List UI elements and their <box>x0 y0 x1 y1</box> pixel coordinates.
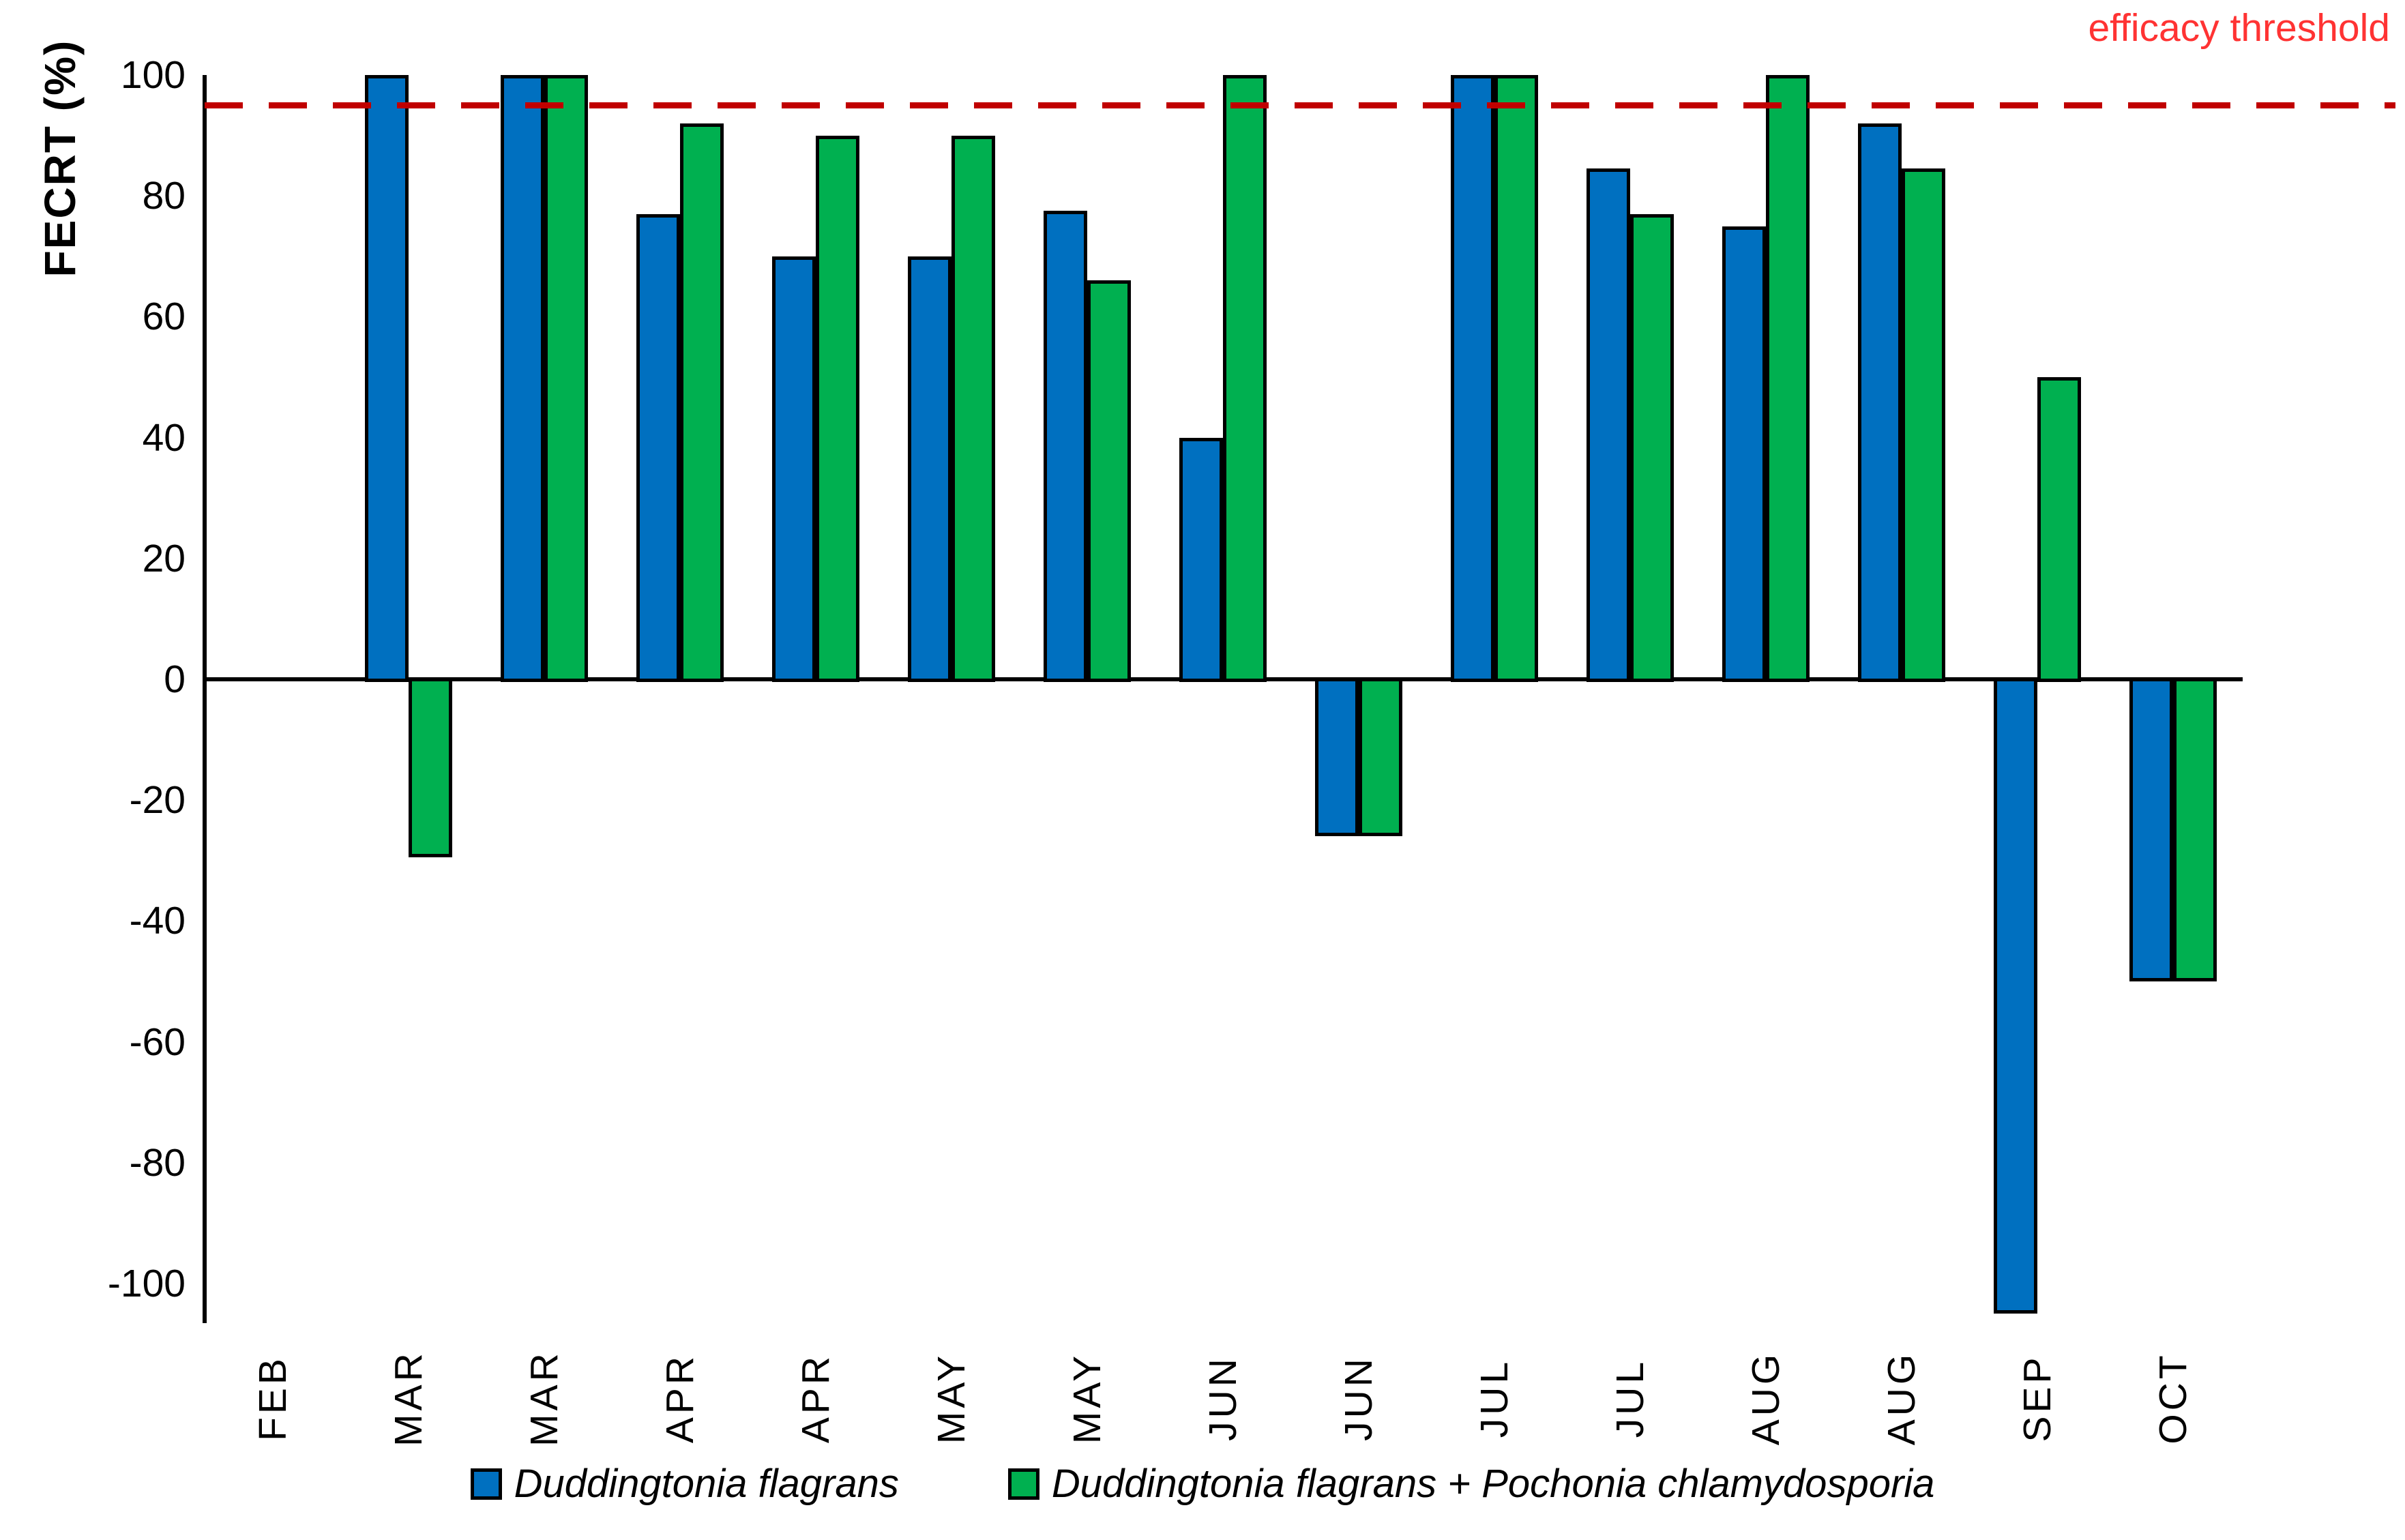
x-axis-label-jun-8: JUN <box>1200 1355 1245 1441</box>
bar-duddingtonia-flagrans-sep-14 <box>1993 678 2037 1314</box>
y-axis-line <box>203 75 207 1323</box>
bar-duddingtonia-flagrans-may-7 <box>1087 280 1131 682</box>
bar-duddingtonia-flagrans-mar-2 <box>364 75 409 682</box>
y-tick-label: -60 <box>129 1020 186 1064</box>
threshold-dashed-line <box>205 102 2395 109</box>
bar-duddingtonia-flagrans-jul-10 <box>1450 75 1494 682</box>
x-axis-label-apr-5: APR <box>793 1352 838 1444</box>
bar-duddingtonia-flagrans-may-6 <box>951 135 995 682</box>
x-axis-label-jun-9: JUN <box>1336 1355 1381 1441</box>
y-tick-label: 80 <box>142 174 186 218</box>
bar-duddingtonia-flagrans-aug-13 <box>1901 168 1945 682</box>
bar-duddingtonia-flagrans-mar-2 <box>408 678 452 858</box>
bar-duddingtonia-flagrans-jun-9 <box>1314 678 1359 837</box>
x-axis-label-apr-4: APR <box>658 1352 702 1444</box>
bar-duddingtonia-flagrans-jul-11 <box>1586 168 1630 682</box>
legend-label: Duddingtonia flagrans <box>514 1462 899 1506</box>
y-tick-label: 20 <box>142 536 186 580</box>
bar-duddingtonia-flagrans-jun-8 <box>1222 75 1267 682</box>
bar-duddingtonia-flagrans-may-7 <box>1043 211 1087 682</box>
y-tick-label: -100 <box>107 1262 186 1305</box>
x-axis-label-jul-11: JUL <box>1608 1358 1652 1438</box>
y-tick-label: 0 <box>164 657 186 701</box>
legend-color-swatch-green <box>1007 1468 1039 1500</box>
bar-duddingtonia-flagrans-jul-11 <box>1629 213 1674 682</box>
x-axis-label-mar-2: MAR <box>386 1350 430 1447</box>
y-tick-label: 40 <box>142 415 186 460</box>
bar-duddingtonia-flagrans-mar-3 <box>544 75 588 682</box>
legend-entry-duddingtonia-flagrans: Duddingtonia flagrans <box>470 1461 899 1507</box>
x-axis-label-jul-10: JUL <box>1472 1358 1516 1438</box>
bar-duddingtonia-flagrans-apr-5 <box>815 135 859 682</box>
bar-duddingtonia-flagrans-apr-5 <box>771 256 816 682</box>
bar-duddingtonia-flagrans-oct-15 <box>2172 678 2217 981</box>
x-axis-label-feb-1: FEB <box>250 1355 295 1441</box>
legend: Duddingtonia flagrans Duddingtonia flagr… <box>0 1461 2405 1507</box>
x-axis-label-may-6: MAY <box>929 1352 973 1445</box>
y-tick-label: 100 <box>120 53 186 97</box>
bar-duddingtonia-flagrans-apr-4 <box>679 123 724 682</box>
bar-duddingtonia-flagrans-jul-10 <box>1494 75 1538 682</box>
bar-duddingtonia-flagrans-apr-4 <box>636 213 680 682</box>
legend-entry-duddingtonia-plus-pochonia: Duddingtonia flagrans + Pochonia chlamyd… <box>1007 1461 1935 1507</box>
bar-duddingtonia-flagrans-jun-8 <box>1179 437 1223 682</box>
x-axis-label-sep-14: SEP <box>2015 1354 2059 1442</box>
x-axis-label-aug-12: AUG <box>1743 1350 1788 1446</box>
legend-label: Duddingtonia flagrans + Pochonia chlamyd… <box>1051 1462 1935 1506</box>
y-tick-label: 60 <box>142 295 186 339</box>
bar-duddingtonia-flagrans-oct-15 <box>2129 678 2173 981</box>
x-axis-label-mar-3: MAR <box>522 1350 566 1447</box>
y-tick-label: -20 <box>129 778 186 823</box>
x-axis-label-may-7: MAY <box>1065 1352 1109 1445</box>
threshold-label: efficacy threshold <box>2088 6 2390 50</box>
x-axis-label-aug-13: AUG <box>1879 1350 1923 1446</box>
bar-duddingtonia-flagrans-aug-12 <box>1765 75 1810 682</box>
bar-duddingtonia-flagrans-jun-9 <box>1358 678 1402 837</box>
x-axis-label-oct-15: OCT <box>2151 1352 2195 1445</box>
bar-duddingtonia-flagrans-may-6 <box>907 256 951 682</box>
y-tick-label: -40 <box>129 899 186 943</box>
y-tick-label: -80 <box>129 1140 186 1185</box>
bar-duddingtonia-flagrans-aug-12 <box>1722 226 1766 682</box>
legend-color-swatch-blue <box>470 1468 502 1500</box>
bar-duddingtonia-flagrans-aug-13 <box>1857 123 1902 682</box>
bar-duddingtonia-flagrans-mar-3 <box>500 75 544 682</box>
bar-duddingtonia-flagrans-sep-14 <box>2037 377 2081 682</box>
